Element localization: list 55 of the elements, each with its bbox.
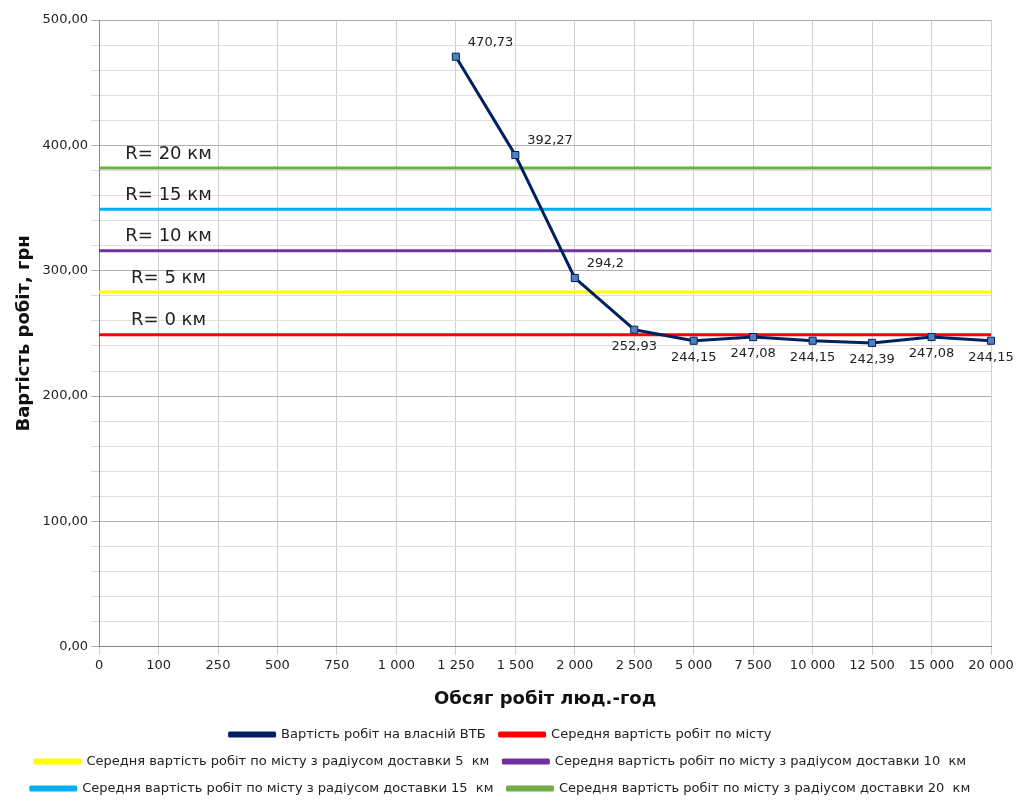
data-label: 294,2 [586,254,624,270]
point [689,336,698,345]
x-tick-label: 7 500 [734,656,772,672]
x-tick-label: 100 [146,656,171,672]
annotation: R= 5 км [131,265,207,287]
x-tick-label: 500 [265,656,290,672]
data-label: 247,08 [730,344,776,360]
x-tick-label: 20 000 [968,656,1014,672]
x-tick-label: 12 500 [849,656,895,672]
point [511,151,520,160]
x-tick-label: 10 000 [789,656,836,672]
x-tick-label: 1 500 [496,656,534,672]
y-tick-label: 200,00 [42,387,89,403]
legend-label: Середня вартість робіт по місту з радіусом доставки 5 км [86,752,490,768]
legend-label: Середня вартість робіт по місту з радіусом доставки 20 км [559,779,971,795]
point [927,333,936,342]
data-label: 392,27 [527,131,573,147]
y-tick-label: 100,00 [42,512,89,528]
y-axis-title: Вартість робіт, грн [12,235,34,432]
point [570,273,579,283]
point [451,52,460,61]
point [749,333,758,342]
data-label: 247,08 [908,344,955,360]
annotation: R= 0 км [131,308,207,330]
data-label: 244,15 [789,348,836,364]
y-tick-label: 300,00 [42,262,89,278]
x-tick-label: 1 250 [437,656,475,672]
x-tick-label: 1 000 [377,656,415,672]
x-axis-title: Обсяг робіт люд.-год [433,686,657,708]
point [986,336,996,345]
x-tick-label: 5 000 [675,656,713,672]
x-tick-label: 750 [324,656,350,672]
data-label: 244,15 [670,348,717,364]
x-tick-label: 2 500 [615,656,653,672]
annotation: R= 20 км [125,141,212,163]
legend-label: Вартість робіт на власній ВТБ [281,725,486,741]
data-label: 470,73 [467,33,514,49]
point [630,325,639,334]
x-tick-label: 2 000 [556,656,594,672]
point [808,336,817,345]
annotation: R= 10 км [125,224,212,246]
x-tick-label: 0 [94,656,104,672]
annotation: R= 15 км [125,182,212,204]
x-tick-label: 250 [205,656,231,672]
y-tick-label: 500,00 [42,11,89,27]
data-label: 252,93 [611,337,657,353]
data-label: 244,15 [968,348,1014,364]
y-tick-label: 0,00 [59,638,89,654]
x-tick-label: 15 000 [908,656,955,672]
legend-label: Середня вартість робіт по місту [551,725,772,741]
legend-label: Середня вартість робіт по місту з радіусом доставки 15 км [82,779,494,795]
data-label: 242,39 [849,350,895,366]
point [868,338,877,347]
y-tick-label: 400,00 [42,136,89,152]
legend-label: Середня вартість робіт по місту з радіусом доставки 10 км [554,752,967,768]
